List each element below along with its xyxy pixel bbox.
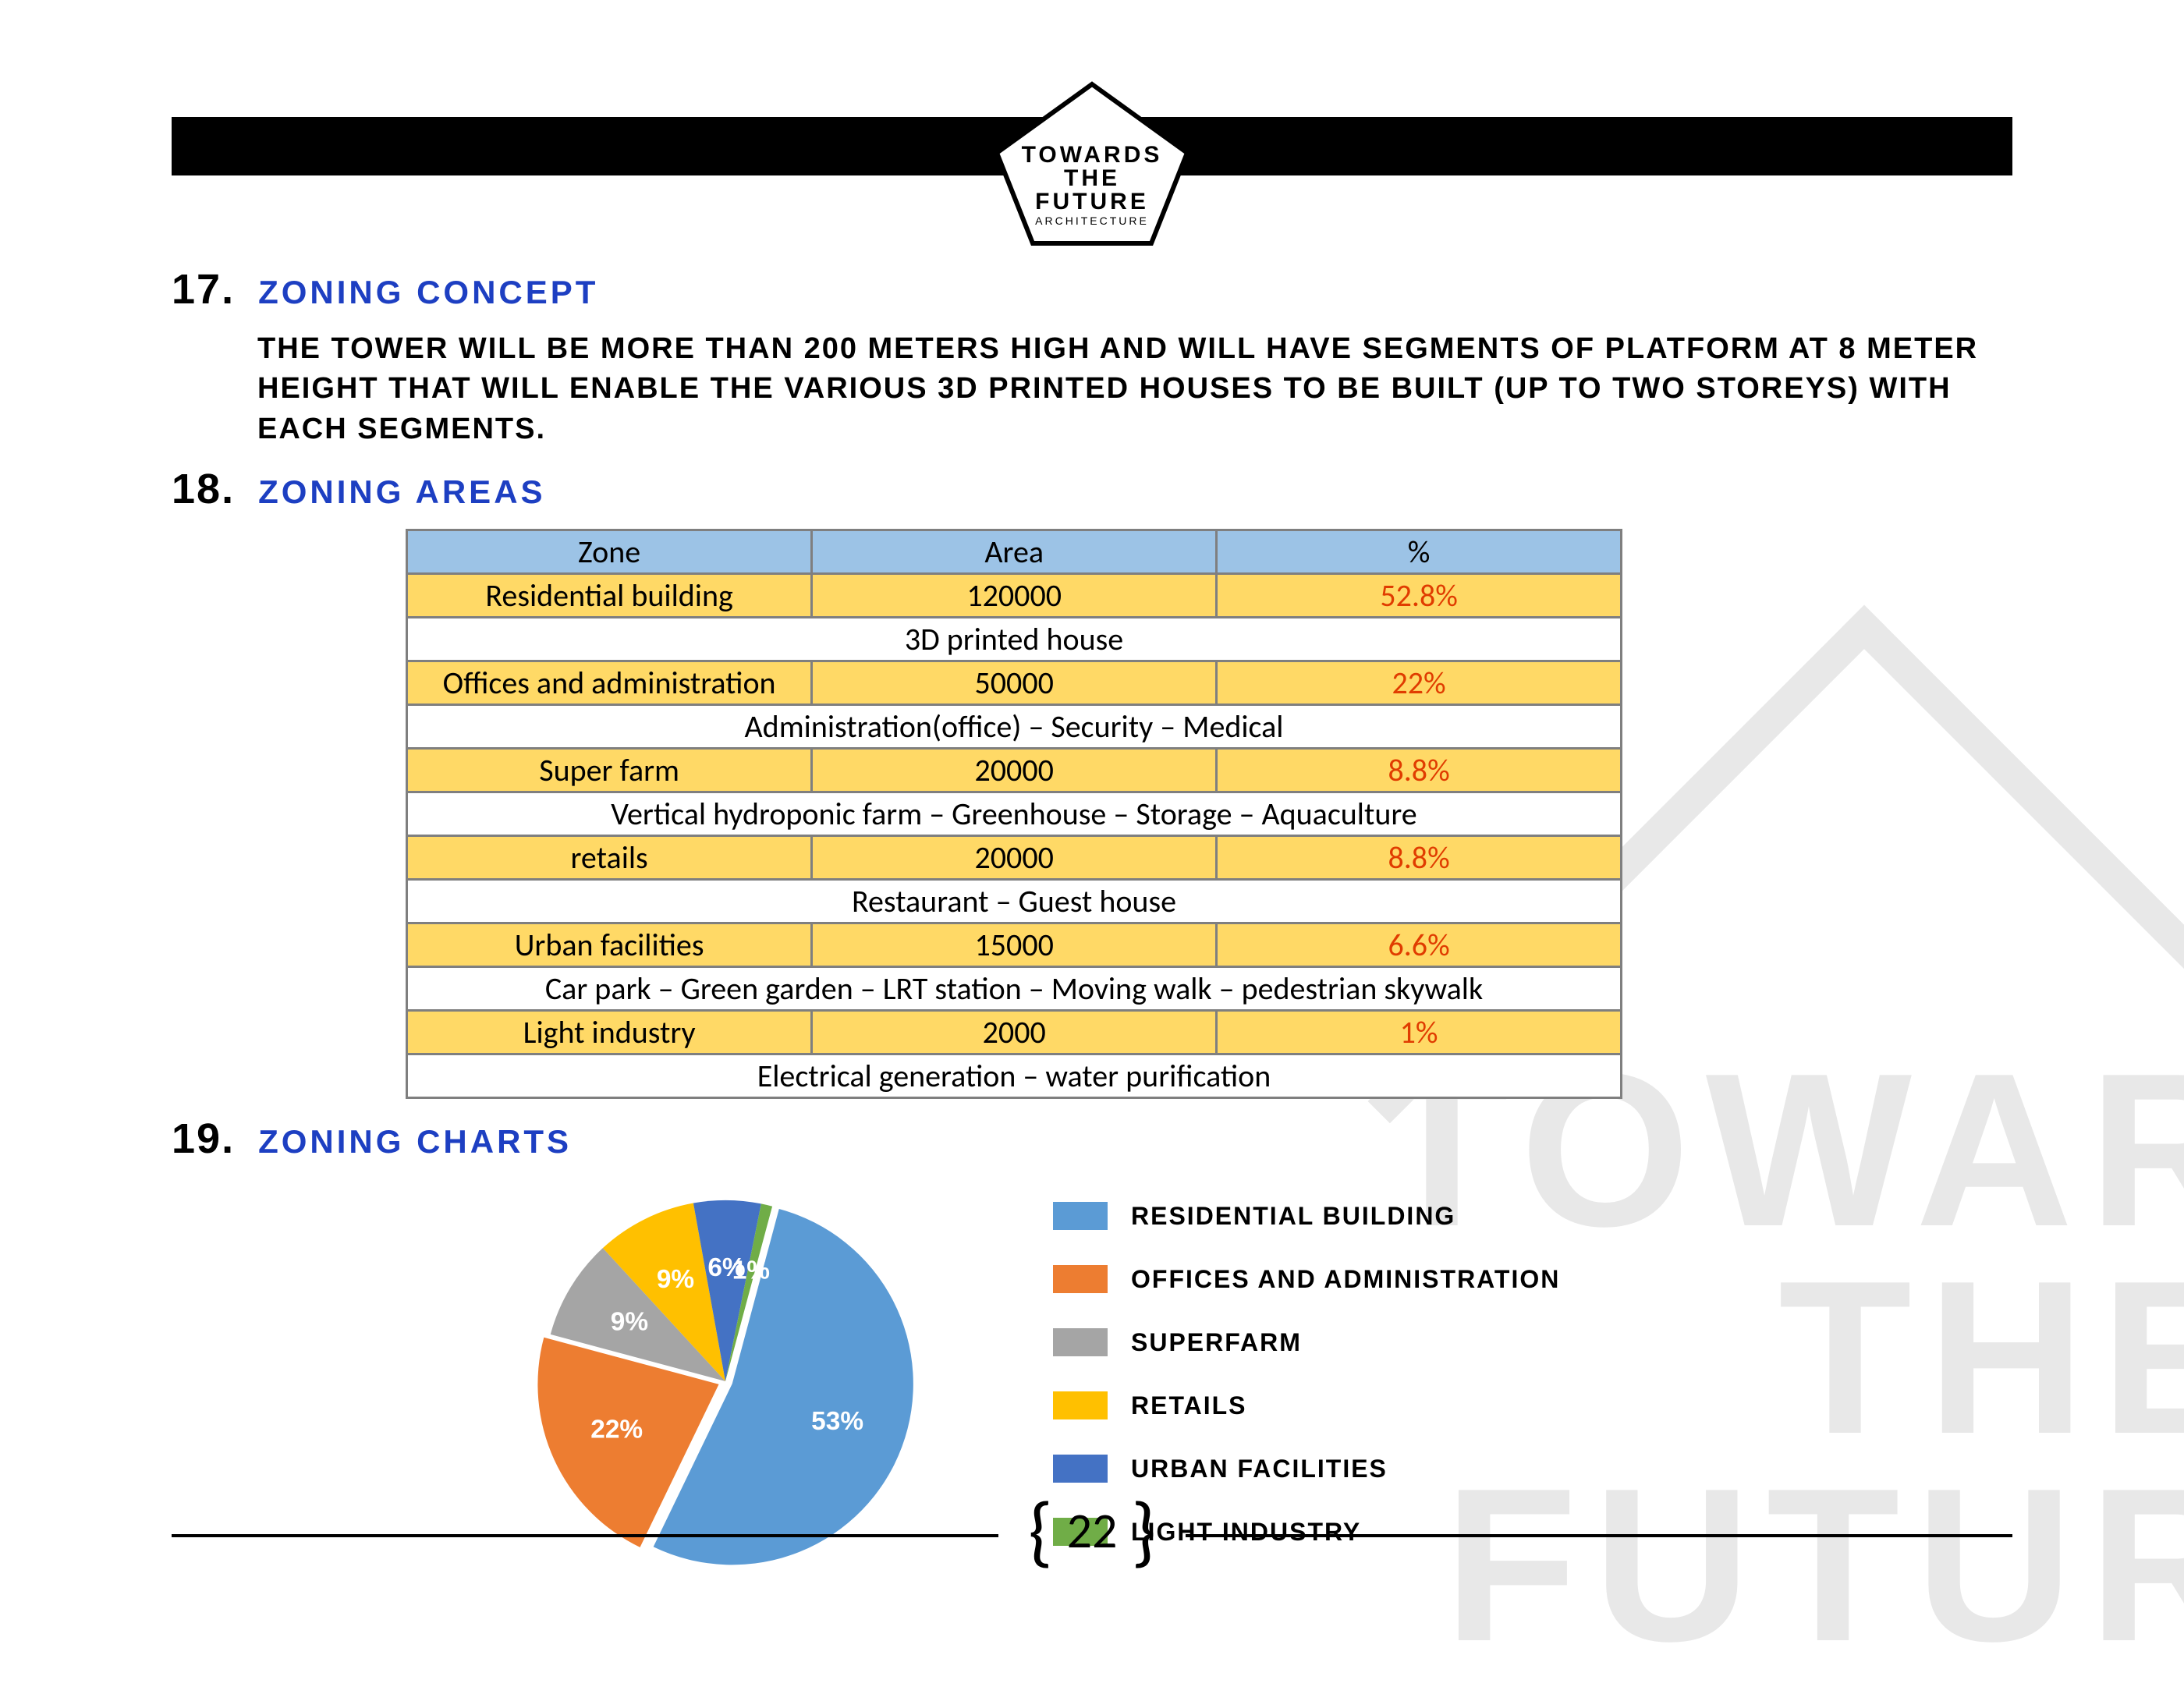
table-row: Vertical hydroponic farm – Greenhouse – … — [407, 792, 1622, 835]
table-cell: Super farm — [407, 748, 812, 792]
legend-label: OFFICES AND ADMINISTRATION — [1131, 1265, 1560, 1294]
table-cell: Light industry — [407, 1010, 812, 1054]
zoning-table: ZoneArea% Residential building12000052.8… — [406, 529, 1622, 1099]
section-19-heading: 19. ZONING CHARTS — [172, 1115, 2012, 1163]
pie-slice-label: 53% — [811, 1407, 863, 1436]
table-cell: 20000 — [812, 748, 1217, 792]
legend-swatch — [1053, 1455, 1108, 1483]
legend-swatch — [1053, 1328, 1108, 1356]
table-row: retails200008.8% — [407, 835, 1622, 879]
section-17-heading: 17. ZONING CONCEPT — [172, 265, 2012, 314]
legend-label: RESIDENTIAL BUILDING — [1131, 1202, 1455, 1231]
table-cell: 8.8% — [1217, 748, 1622, 792]
table-cell: 15000 — [812, 923, 1217, 966]
section-number: 19. — [172, 1115, 235, 1163]
table-header-cell: Zone — [407, 530, 812, 573]
section-title: ZONING AREAS — [258, 473, 545, 511]
table-cell: Vertical hydroponic farm – Greenhouse – … — [407, 792, 1622, 835]
section-number: 18. — [172, 465, 235, 513]
table-row: Car park – Green garden – LRT station – … — [407, 966, 1622, 1010]
table-cell: Offices and administration — [407, 661, 812, 704]
pie-slice-label: 9% — [611, 1307, 648, 1336]
table-cell: Electrical generation – water purificati… — [407, 1054, 1622, 1097]
table-row: 3D printed house — [407, 617, 1622, 661]
legend-item: URBAN FACILITIES — [1053, 1455, 1560, 1483]
legend-item: RETAILS — [1053, 1391, 1560, 1420]
table-cell: 6.6% — [1217, 923, 1622, 966]
footer: { 22 } — [172, 1532, 2012, 1536]
legend-label: URBAN FACILITIES — [1131, 1455, 1388, 1483]
section-title: ZONING CHARTS — [258, 1123, 572, 1161]
table-cell: retails — [407, 835, 812, 879]
table-cell: 22% — [1217, 661, 1622, 704]
table-cell: 3D printed house — [407, 617, 1622, 661]
section-18-heading: 18. ZONING AREAS — [172, 465, 2012, 513]
table-row: Offices and administration5000022% — [407, 661, 1622, 704]
logo-text: FUTURE — [1035, 189, 1149, 214]
pie-slice-label: 22% — [590, 1415, 643, 1444]
legend-item: SUPERFARM — [1053, 1328, 1560, 1357]
table-row: Super farm200008.8% — [407, 748, 1622, 792]
table-cell: Administration(office) – Security – Medi… — [407, 704, 1622, 748]
legend-label: SUPERFARM — [1131, 1328, 1302, 1357]
table-row: Restaurant – Guest house — [407, 879, 1622, 923]
legend-item: OFFICES AND ADMINISTRATION — [1053, 1265, 1560, 1294]
table-header-cell: Area — [812, 530, 1217, 573]
table-cell: 1% — [1217, 1010, 1622, 1054]
section-title: ZONING CONCEPT — [258, 274, 598, 311]
legend-swatch — [1053, 1391, 1108, 1419]
logo-text: TOWARDS — [1022, 142, 1163, 168]
table-row: Urban facilities150006.6% — [407, 923, 1622, 966]
logo-text: THE — [1064, 165, 1120, 191]
section-number: 17. — [172, 265, 235, 314]
table-cell: 20000 — [812, 835, 1217, 879]
legend-label: RETAILS — [1131, 1391, 1247, 1420]
legend-item: RESIDENTIAL BUILDING — [1053, 1202, 1560, 1231]
page-number-value: 22 — [1067, 1501, 1118, 1561]
table-cell: 52.8% — [1217, 573, 1622, 617]
pie-slice-label: 9% — [657, 1265, 694, 1294]
table-cell: Restaurant – Guest house — [407, 879, 1622, 923]
table-cell: 120000 — [812, 573, 1217, 617]
table-cell: Residential building — [407, 573, 812, 617]
logo-badge: TOWARDS THE FUTURE ARCHITECTURE — [991, 78, 1193, 250]
table-header-cell: % — [1217, 530, 1622, 573]
table-cell: 50000 — [812, 661, 1217, 704]
pie-slice-label: 1% — [732, 1256, 770, 1285]
table-cell: Car park – Green garden – LRT station – … — [407, 966, 1622, 1010]
table-row: Electrical generation – water purificati… — [407, 1054, 1622, 1097]
table-cell: 2000 — [812, 1010, 1217, 1054]
table-row: Administration(office) – Security – Medi… — [407, 704, 1622, 748]
logo-text: ARCHITECTURE — [1035, 214, 1149, 227]
pie-chart: 53%22%9%9%6%1% — [523, 1178, 928, 1584]
section-17-body: THE TOWER WILL BE MORE THAN 200 METERS H… — [257, 329, 1981, 449]
table-cell: 8.8% — [1217, 835, 1622, 879]
legend-swatch — [1053, 1265, 1108, 1293]
table-row: Residential building12000052.8% — [407, 573, 1622, 617]
page-number: { 22 } — [1028, 1501, 1156, 1561]
legend-swatch — [1053, 1202, 1108, 1230]
table-row: Light industry20001% — [407, 1010, 1622, 1054]
table-cell: Urban facilities — [407, 923, 812, 966]
header: TOWARDS THE FUTURE ARCHITECTURE — [0, 78, 2184, 250]
